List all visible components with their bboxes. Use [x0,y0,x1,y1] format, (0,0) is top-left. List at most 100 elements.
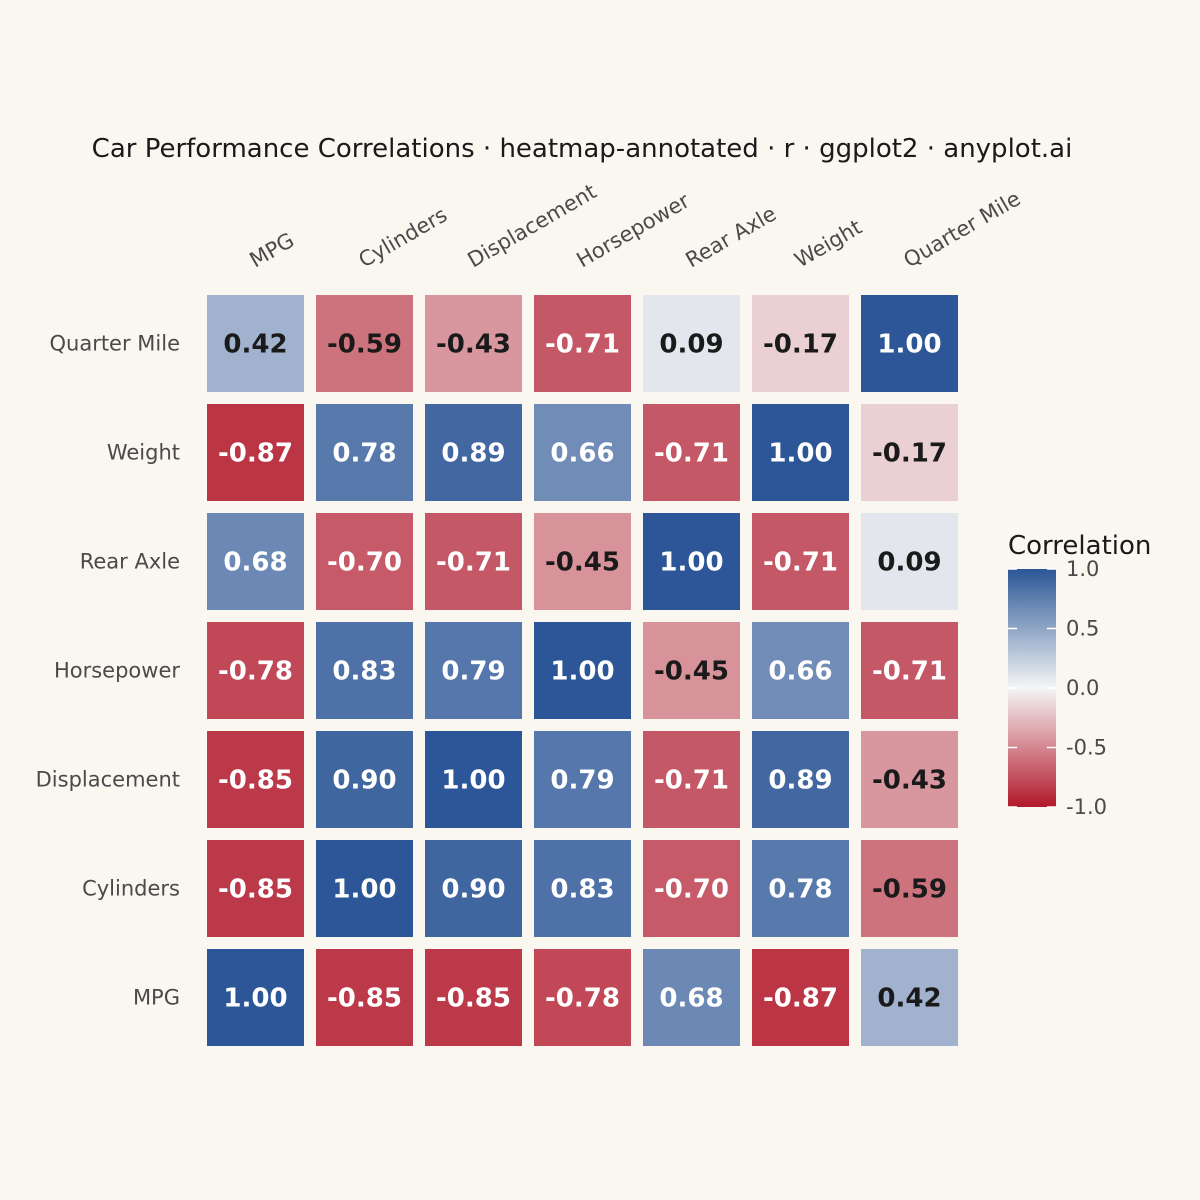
heatmap-cell [207,513,304,610]
heatmap-cell [425,513,522,610]
y-axis-label: Quarter Mile [49,332,180,356]
cell-value-label: -0.71 [436,548,511,578]
cell-value-label: -0.87 [218,439,293,469]
x-axis-label: Weight [791,215,866,272]
cell-value-label: 0.09 [877,548,941,578]
cell-value-label: 0.90 [332,766,396,796]
heatmap-cell [207,404,304,501]
heatmap-cell [207,949,304,1046]
heatmap-cell [752,295,849,392]
y-axis-label: Weight [107,441,180,465]
x-axis-label: Cylinders [355,203,452,273]
cell-value-label: -0.17 [872,439,947,469]
cell-value-label: -0.85 [327,984,402,1014]
legend-ticks: 1.0 0.5 0.0 -0.5 -1.0 [1008,557,1107,819]
cell-value-label: 0.89 [441,439,505,469]
heatmap-cell [752,731,849,828]
cell-value-label: 0.83 [332,657,396,687]
x-axis-label: MPG [246,228,299,272]
heatmap-cell [752,404,849,501]
heatmap-cells: 0.42 -0.59 -0.43 -0.71 0.09 -0.17 1.00 -0.87 0.7… [207,295,958,1046]
heatmap-cell [425,295,522,392]
cell-value-label: -0.87 [763,984,838,1014]
heatmap-cell [207,840,304,937]
heatmap-cell [861,949,958,1046]
y-axis-label: Rear Axle [80,550,180,574]
cell-value-label: 0.09 [659,330,723,360]
cell-value-label: -0.45 [545,548,620,578]
cell-value-label: -0.85 [218,766,293,796]
y-axis-label: Cylinders [82,877,180,901]
cell-value-label: -0.45 [654,657,729,687]
heatmap-cell [316,949,413,1046]
cell-value-label: -0.71 [654,766,729,796]
cell-value-label: 0.78 [332,439,396,469]
cell-value-label: -0.71 [654,439,729,469]
cell-value-label: -0.78 [218,657,293,687]
heatmap-cell [207,295,304,392]
cell-value-label: -0.59 [872,875,947,905]
heatmap-cell [643,840,740,937]
y-axis-label: Horsepower [54,659,180,683]
heatmap-cell [861,295,958,392]
heatmap-cell [534,731,631,828]
heatmap-cell [534,404,631,501]
cell-value-label: -0.43 [872,766,947,796]
heatmap-cell [534,295,631,392]
cell-value-label: 0.79 [550,766,614,796]
heatmap-cell [425,949,522,1046]
heatmap-cell [534,622,631,719]
heatmap-cell [643,622,740,719]
heatmap-cell [534,513,631,610]
cell-value-label: -0.71 [763,548,838,578]
cell-value-label: -0.17 [763,330,838,360]
heatmap-cell [861,840,958,937]
cell-value-label: 0.90 [441,875,505,905]
legend-tick-label: -1.0 [1066,795,1107,819]
cell-value-label: 1.00 [550,657,614,687]
cell-value-label: -0.85 [218,875,293,905]
heatmap-cell [861,622,958,719]
cell-value-label: 0.66 [768,657,832,687]
heatmap-cell [316,840,413,937]
cell-value-label: 1.00 [768,439,832,469]
cell-value-label: -0.43 [436,330,511,360]
cell-value-label: 1.00 [441,766,505,796]
y-axis-label: MPG [133,986,180,1010]
cell-value-label: 1.00 [223,984,287,1014]
heatmap-cell [643,513,740,610]
chart-title: Car Performance Correlations · heatmap-a… [92,134,1073,164]
heatmap-cell [316,731,413,828]
x-axis-label: Quarter Mile [900,186,1025,272]
color-legend: Correlation 1.0 0.5 0.0 -0.5 -1.0 [1008,531,1151,819]
legend-tick-label: 0.5 [1066,617,1099,641]
heatmap-cell [752,622,849,719]
heatmap-cell [861,731,958,828]
heatmap-cell [534,949,631,1046]
legend-tick-label: 1.0 [1066,557,1099,581]
cell-value-label: 0.66 [550,439,614,469]
heatmap-cell [316,295,413,392]
heatmap-cell [861,404,958,501]
cell-value-label: 0.42 [223,330,287,360]
heatmap-cell [752,840,849,937]
cell-value-label: 1.00 [877,330,941,360]
cell-value-label: 0.78 [768,875,832,905]
cell-value-label: -0.71 [545,330,620,360]
heatmap-cell [207,622,304,719]
heatmap-cell [316,622,413,719]
heatmap-cell [425,840,522,937]
legend-title: Correlation [1008,531,1151,561]
cell-value-label: 0.89 [768,766,832,796]
cell-value-label: 0.68 [659,984,723,1014]
heatmap-cell [534,840,631,937]
heatmap-cell [643,949,740,1046]
heatmap-cell [643,731,740,828]
heatmap-cell [643,295,740,392]
heatmap-cell [316,513,413,610]
heatmap-cell [425,622,522,719]
cell-value-label: 0.68 [223,548,287,578]
cell-value-label: -0.59 [327,330,402,360]
heatmap-cell [752,949,849,1046]
